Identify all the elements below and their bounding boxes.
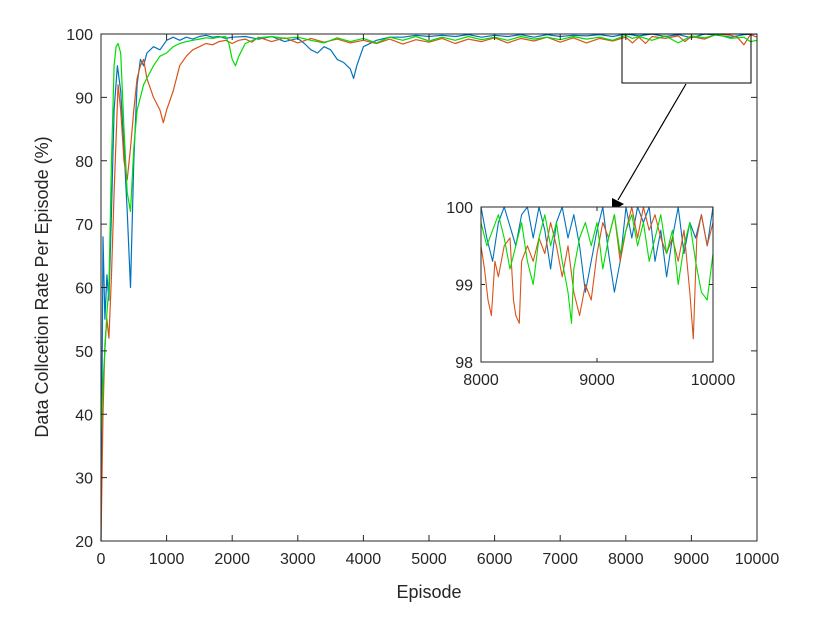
main-x-tick-label: 5000 bbox=[411, 551, 447, 568]
inset-x-tick-label: 9000 bbox=[579, 372, 615, 389]
main-y-tick-label: 60 bbox=[75, 281, 93, 298]
main-x-tick-label: 4000 bbox=[346, 551, 382, 568]
main-y-tick-label: 80 bbox=[75, 154, 93, 171]
main-x-tick-label: 2000 bbox=[214, 551, 250, 568]
inset-plot: 8000 9000 10000 98 99 100 bbox=[446, 200, 735, 389]
main-x-tick-label: 1000 bbox=[149, 551, 185, 568]
main-y-ticks: 20 30 40 50 60 70 80 90 100 bbox=[66, 27, 757, 551]
main-x-tick-label: 7000 bbox=[542, 551, 578, 568]
inset-x-tick-label: 10000 bbox=[691, 372, 736, 389]
main-x-tick-label: 10000 bbox=[735, 551, 780, 568]
main-x-tick-label: 9000 bbox=[674, 551, 710, 568]
main-y-tick-label: 50 bbox=[75, 344, 93, 361]
main-x-tick-label: 8000 bbox=[608, 551, 644, 568]
inset-y-tick-label: 100 bbox=[446, 200, 473, 217]
main-y-tick-label: 90 bbox=[75, 90, 93, 107]
main-x-tick-label: 3000 bbox=[280, 551, 316, 568]
inset-series-line-3 bbox=[480, 214, 714, 324]
main-series-line-3 bbox=[100, 34, 758, 434]
x-axis-label: Episode bbox=[396, 582, 461, 602]
inset-y-tick-label: 98 bbox=[455, 355, 473, 372]
main-y-tick-label: 100 bbox=[66, 27, 93, 44]
main-x-tick-label: 6000 bbox=[477, 551, 513, 568]
main-y-tick-label: 40 bbox=[75, 407, 93, 424]
zoom-region-box bbox=[621, 33, 752, 84]
inset-x-tick-label: 8000 bbox=[463, 372, 499, 389]
y-axis-label: Data Collcetion Rate Per Episode (%) bbox=[32, 136, 52, 437]
main-x-ticks: 0 1000 2000 3000 4000 5000 6000 7000 8000 9000 100… bbox=[97, 34, 780, 568]
main-y-tick-label: 30 bbox=[75, 471, 93, 488]
main-series-group bbox=[100, 33, 758, 542]
inset-y-tick-label: 99 bbox=[455, 278, 473, 295]
main-y-tick-label: 70 bbox=[75, 217, 93, 234]
main-y-tick-label: 20 bbox=[75, 534, 93, 551]
inset-series-line-1 bbox=[480, 206, 714, 293]
inset-y-ticks: 98 99 100 bbox=[446, 200, 713, 372]
inset-series-line-2 bbox=[480, 206, 714, 340]
inset-series-group bbox=[480, 206, 714, 340]
main-series-line-2 bbox=[100, 33, 758, 542]
main-x-tick-label: 0 bbox=[97, 551, 106, 568]
inset-x-ticks: 8000 9000 10000 bbox=[463, 207, 735, 389]
